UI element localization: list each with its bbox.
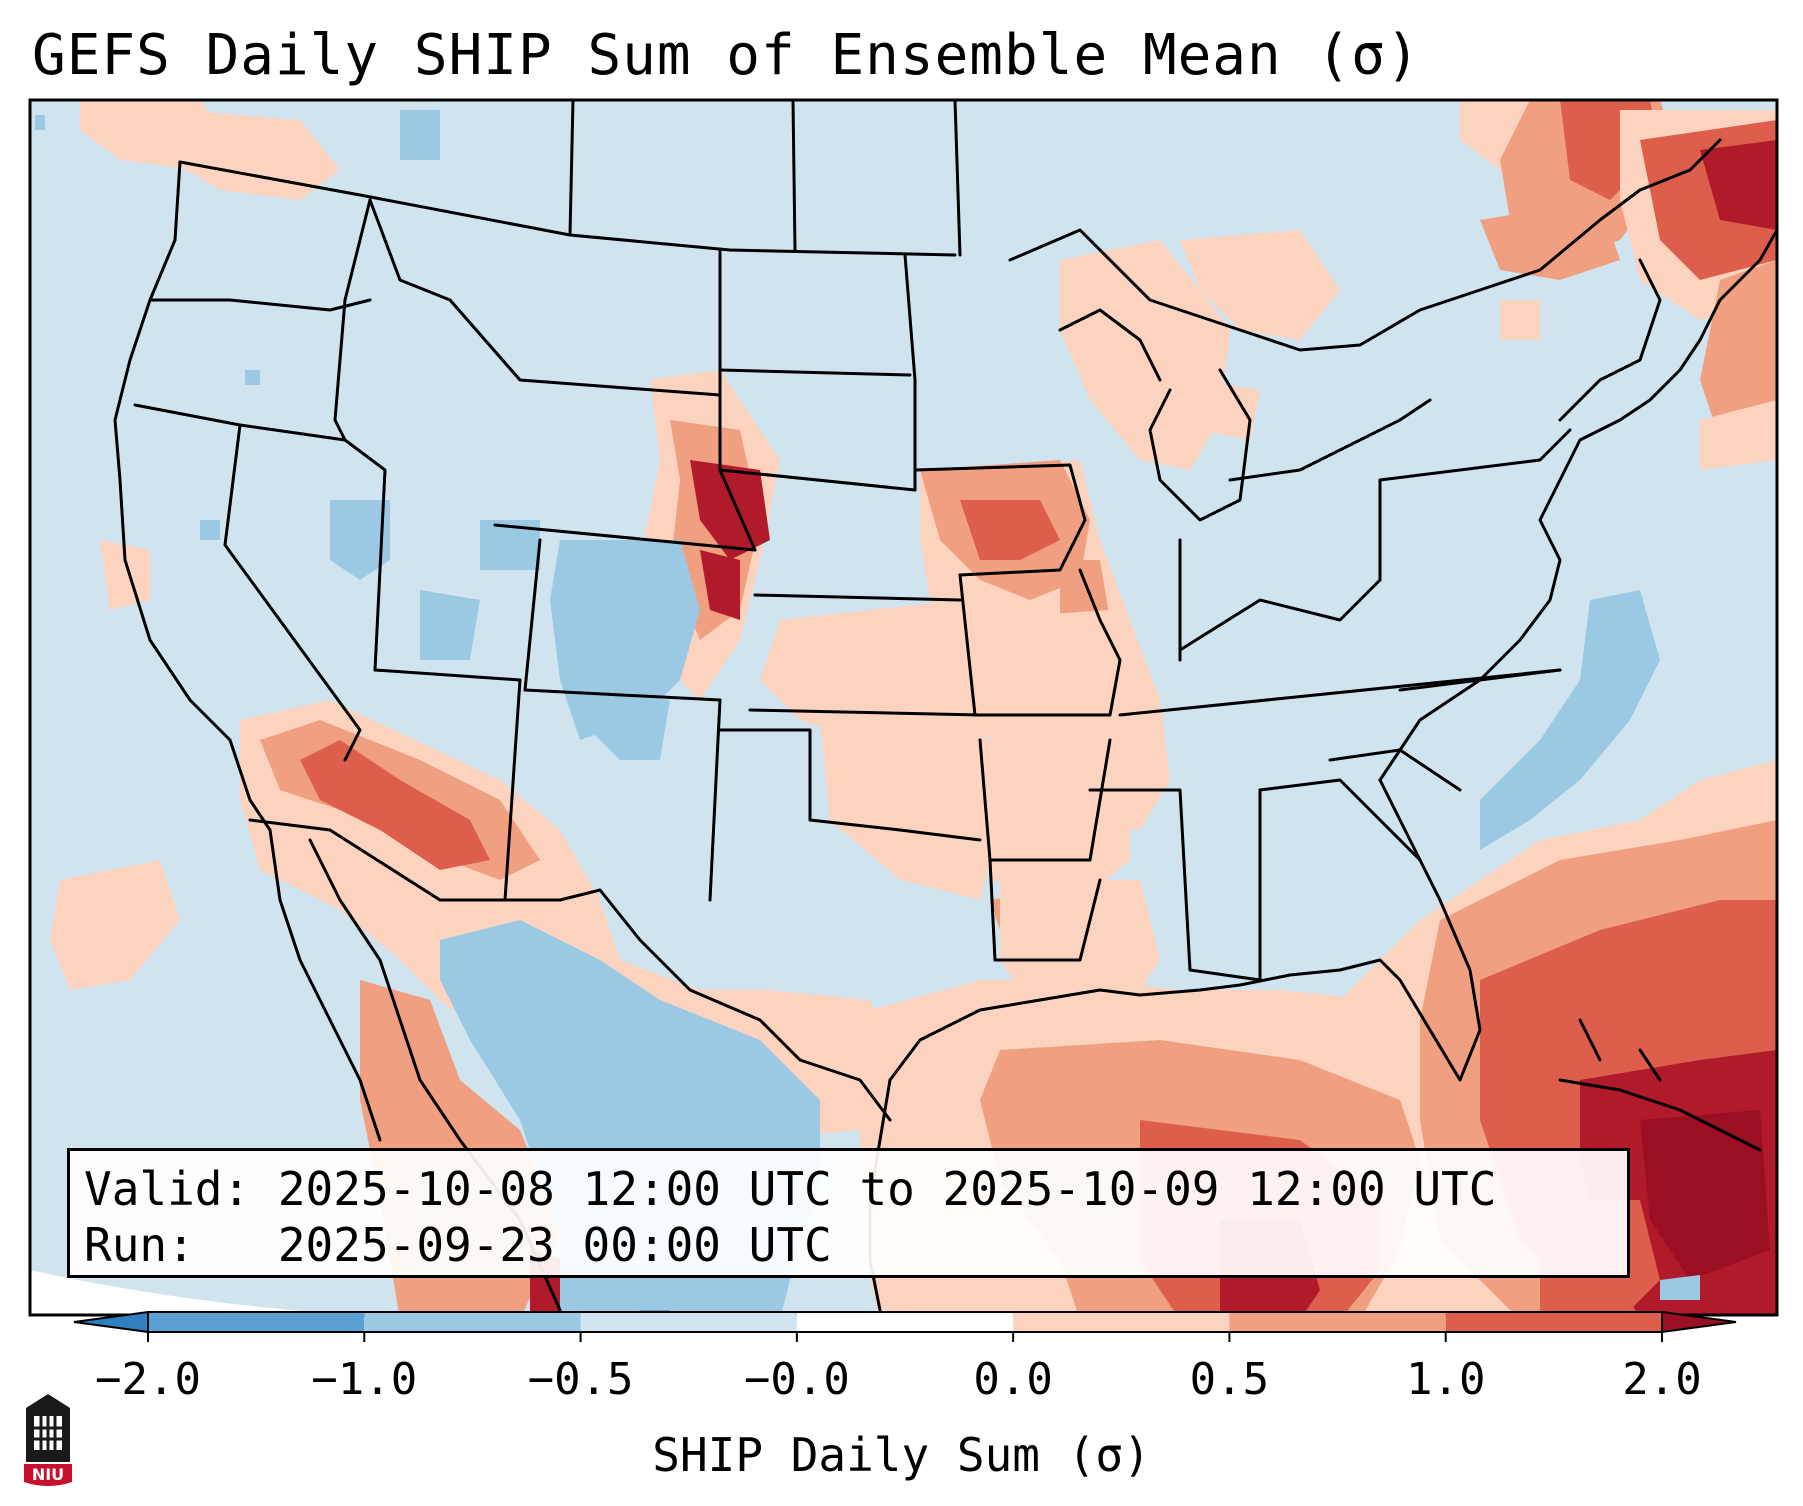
niu-logo: NIU xyxy=(24,1394,72,1486)
colorbar-tick-label: 2.0 xyxy=(1622,1354,1701,1405)
colorbar-tick-label: −0.5 xyxy=(528,1354,634,1405)
ut-co xyxy=(523,538,542,692)
nm-tx xyxy=(708,698,722,902)
cuba xyxy=(1558,1078,1762,1152)
colorbar-extend-low xyxy=(73,1310,149,1334)
great-lakes-shore xyxy=(1228,398,1432,482)
anomaly-patch xyxy=(1640,1110,1770,1280)
baja-peninsula xyxy=(268,828,382,1142)
anomaly-patch xyxy=(1060,240,1230,470)
new-england xyxy=(1558,258,1662,422)
nd-mn xyxy=(903,253,917,492)
east-coast xyxy=(1378,228,1777,782)
wy-sd xyxy=(718,368,757,552)
anomaly-patch xyxy=(1180,230,1340,340)
west-coast xyxy=(113,160,272,832)
colorbar: −2.0 −1.0 −0.5 −0.0 0.0 0.5 1.0 2.0 xyxy=(73,1310,1737,1405)
colorbar-frame xyxy=(147,1311,1663,1333)
pa-ny xyxy=(1378,428,1572,482)
political-boundaries xyxy=(113,100,1777,1312)
colorbar-band xyxy=(1013,1312,1230,1332)
anomaly-patch xyxy=(1700,260,1777,440)
ca-nv xyxy=(223,423,362,762)
anomaly-patch xyxy=(550,540,700,740)
anomaly-patch xyxy=(330,500,390,580)
ia xyxy=(913,463,1087,577)
valid-run-info-box: Valid: 2025-10-08 12:00 UTC to 2025-10-0… xyxy=(67,1148,1630,1278)
id-east xyxy=(333,198,372,442)
anomaly-patch xyxy=(960,500,1060,560)
co-nm xyxy=(523,688,722,702)
gulf-coast xyxy=(888,778,1482,1082)
bahamas xyxy=(1578,1018,1662,1082)
anomaly-patch xyxy=(820,720,1000,900)
anomaly-patch xyxy=(700,550,740,620)
anomaly-patch xyxy=(245,370,260,385)
svg-text:NIU: NIU xyxy=(32,1465,64,1484)
us-mexico-border xyxy=(248,818,892,1122)
colorbar-band xyxy=(796,1312,1014,1332)
mt-wy xyxy=(368,198,722,397)
ar xyxy=(978,738,1112,862)
anomaly-patch xyxy=(420,590,480,660)
colorbar-band xyxy=(1229,1312,1446,1332)
colorbar-label: SHIP Daily Sum (σ) xyxy=(652,1428,1151,1482)
map-title: GEFS Daily SHIP Sum of Ensemble Mean (σ) xyxy=(32,23,1421,88)
ca-provinces xyxy=(568,100,575,237)
ky-oh xyxy=(1178,578,1382,652)
anomaly-patch xyxy=(50,860,180,990)
colorbar-tick-label: −2.0 xyxy=(95,1354,201,1405)
anomaly-patch xyxy=(400,110,440,160)
anomaly-patch xyxy=(480,520,540,570)
colorbar-band xyxy=(580,1312,797,1332)
run-time-text: Run: 2025-09-23 00:00 UTC xyxy=(84,1218,832,1272)
anomaly-patch xyxy=(170,110,340,200)
anomaly-patch xyxy=(1200,380,1260,440)
nv-ut xyxy=(343,438,387,672)
nd-sd xyxy=(718,368,912,377)
nc-va xyxy=(1398,668,1562,692)
colorbar-tick-label: 0.0 xyxy=(973,1354,1052,1405)
projection-outer-corner xyxy=(30,1270,355,1315)
tn-ky xyxy=(1118,668,1562,717)
map-panel xyxy=(28,98,1779,1317)
ks-ok xyxy=(748,708,982,717)
anomaly-patch xyxy=(590,690,670,760)
ca-provinces-3 xyxy=(953,100,962,257)
anomaly-patch xyxy=(300,740,490,870)
ut-az xyxy=(373,668,522,682)
colorbar-tick-label: 1.0 xyxy=(1406,1354,1485,1405)
colorbar-band xyxy=(148,1312,365,1332)
colorbar-band xyxy=(1445,1312,1662,1332)
wa-or xyxy=(148,298,372,312)
sd-ne xyxy=(718,468,917,492)
anomaly-patch xyxy=(1500,300,1540,340)
wy-co xyxy=(493,523,757,552)
wi-mi xyxy=(1058,308,1162,382)
anomaly-patch xyxy=(1660,1275,1700,1300)
valid-time-text: Valid: 2025-10-08 12:00 UTC to 2025-10-0… xyxy=(84,1162,1497,1216)
sc-nc xyxy=(1328,748,1462,792)
colorbar-tick-label: −1.0 xyxy=(311,1354,417,1405)
anomaly-patch xyxy=(200,520,220,540)
ne-ks xyxy=(753,593,962,602)
colorbar-tick-label: −0.0 xyxy=(744,1354,850,1405)
ok-tx xyxy=(718,728,982,842)
ms-al xyxy=(1088,788,1262,982)
us-canada-border-east xyxy=(1008,138,1722,352)
michigan xyxy=(1148,368,1252,522)
colorbar-band xyxy=(364,1312,581,1332)
anomaly-patch xyxy=(1700,140,1777,230)
mo xyxy=(958,568,1122,717)
colorbar-extend-high xyxy=(1661,1310,1737,1334)
anomaly-patch xyxy=(1700,400,1777,470)
colorbar-tick-label: 0.5 xyxy=(1190,1354,1269,1405)
anomaly-patch xyxy=(1480,590,1660,850)
az-nm xyxy=(503,678,522,902)
la xyxy=(988,858,1102,962)
anomaly-patch xyxy=(100,540,150,610)
ga xyxy=(1258,778,1422,862)
anomaly-patch xyxy=(35,115,45,130)
ca-provinces-2 xyxy=(791,100,797,252)
